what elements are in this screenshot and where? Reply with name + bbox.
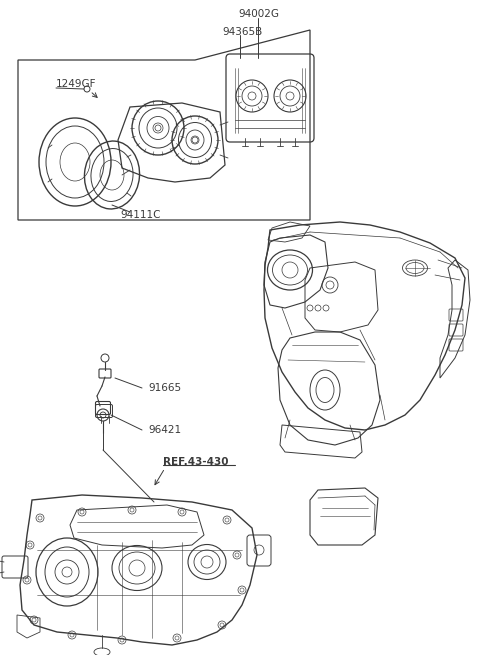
- Text: 94111C: 94111C: [120, 210, 160, 220]
- Text: 1249GF: 1249GF: [56, 79, 96, 89]
- Text: 94365B: 94365B: [222, 27, 262, 37]
- Text: REF.43-430: REF.43-430: [163, 457, 228, 467]
- Text: 96421: 96421: [148, 425, 181, 435]
- Text: 94002G: 94002G: [238, 9, 279, 19]
- Text: 91665: 91665: [148, 383, 181, 393]
